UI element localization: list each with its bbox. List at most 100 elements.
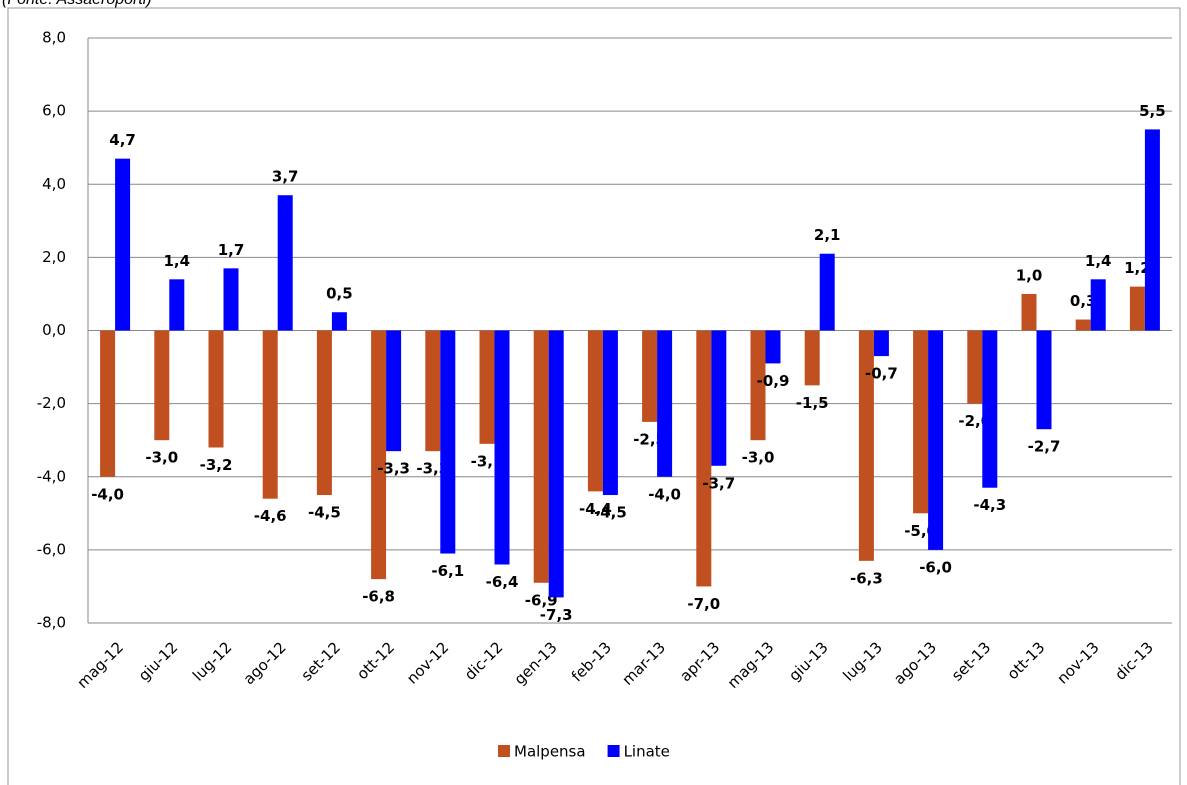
chart-frame [7, 7, 1181, 785]
value-label: 3,7 [272, 168, 299, 186]
bar [169, 279, 185, 331]
x-tick-label: giu-12 [135, 638, 181, 684]
bar [765, 330, 781, 364]
value-label: 0,3 [1070, 292, 1097, 310]
bar [858, 330, 874, 561]
value-label: -6,4 [486, 573, 519, 591]
x-tick-label: set-13 [948, 638, 994, 684]
x-tick-label: gen-13 [511, 638, 561, 688]
y-tick-label: 0,0 [42, 321, 66, 339]
x-tick-label: set-12 [298, 638, 344, 684]
value-label: 2,1 [814, 226, 841, 244]
x-tick-label: mag-13 [724, 638, 778, 692]
value-label: -4,3 [973, 496, 1006, 514]
value-label: 1,0 [1016, 266, 1043, 284]
value-label: -6,3 [850, 569, 883, 587]
value-label: -6,8 [362, 588, 395, 606]
bar [711, 330, 727, 466]
bar [494, 330, 510, 565]
y-tick-label: -4,0 [37, 467, 66, 485]
bar [1129, 286, 1145, 331]
bar [819, 253, 835, 331]
value-label: -0,9 [757, 372, 790, 390]
value-label: 1,2 [1124, 259, 1151, 277]
value-label: -7,3 [540, 606, 573, 624]
x-tick-label: lug-13 [839, 638, 885, 684]
bar [425, 330, 441, 452]
y-tick-label: 6,0 [42, 102, 66, 120]
bar [928, 330, 944, 550]
value-label: -4,0 [648, 485, 681, 503]
value-label: -6,1 [431, 562, 464, 580]
bar [1036, 330, 1052, 430]
x-tick-label: dic-12 [461, 638, 507, 684]
bar [602, 330, 618, 496]
y-tick-label: 2,0 [42, 248, 66, 266]
value-label: -4,6 [254, 507, 287, 525]
x-tick-label: nov-13 [1053, 638, 1102, 687]
x-tick-label: giu-13 [785, 638, 831, 684]
value-label: -3,0 [145, 449, 178, 467]
bar [371, 330, 387, 580]
x-tick-label: mar-13 [619, 638, 670, 689]
y-tick-label: -8,0 [37, 614, 66, 632]
y-tick-label: -6,0 [37, 540, 66, 558]
value-label: -0,7 [865, 365, 898, 383]
value-label: 0,5 [326, 285, 353, 303]
value-label: -6,0 [919, 558, 952, 576]
source-note: (Fonte: Assaeroporti) [2, 0, 152, 8]
value-label: 4,7 [109, 131, 136, 149]
value-label: -3,0 [742, 449, 775, 467]
legend-label: Linate [624, 743, 670, 761]
bar [115, 158, 131, 331]
x-tick-label: mag-12 [73, 638, 127, 692]
bar [262, 330, 278, 499]
value-label: -3,2 [200, 456, 233, 474]
bar [1075, 319, 1091, 331]
bar [533, 330, 549, 583]
x-tick-label: nov-12 [403, 638, 452, 687]
bar [277, 195, 293, 331]
bar [642, 330, 658, 422]
x-tick-label: lug-12 [189, 638, 235, 684]
bar [331, 312, 347, 331]
bar [100, 330, 116, 477]
bar [750, 330, 766, 441]
bar [479, 330, 495, 444]
bar [873, 330, 889, 357]
bar [316, 330, 332, 496]
y-tick-label: 8,0 [42, 29, 66, 47]
x-tick-label: dic-13 [1111, 638, 1157, 684]
legend-swatch [498, 745, 510, 757]
value-label: 5,5 [1139, 102, 1166, 120]
bar [657, 330, 673, 477]
bar [1144, 129, 1160, 331]
value-label: -4,4 [579, 500, 612, 518]
bar [967, 330, 983, 404]
value-label: 1,7 [218, 241, 245, 259]
bar [440, 330, 456, 554]
value-label: -2,7 [1028, 438, 1061, 456]
bar [154, 330, 170, 441]
bar [1021, 293, 1037, 331]
bar [1090, 279, 1106, 331]
value-label: 1,4 [1085, 252, 1112, 270]
bar [386, 330, 402, 452]
x-tick-label: ago-13 [890, 638, 940, 688]
bar [982, 330, 998, 488]
x-tick-label: apr-13 [676, 638, 723, 685]
x-tick-label: ago-12 [240, 638, 290, 688]
x-tick-label: ott-12 [353, 638, 398, 683]
bar [696, 330, 712, 587]
y-tick-label: -2,0 [37, 394, 66, 412]
legend-label: Malpensa [514, 743, 586, 761]
value-label: -4,0 [91, 485, 124, 503]
legend-swatch [607, 745, 620, 757]
value-label: -3,3 [377, 460, 410, 478]
y-tick-label: 4,0 [42, 175, 66, 193]
bar [208, 330, 224, 448]
value-label: 1,4 [164, 252, 191, 270]
bar [804, 330, 820, 386]
bar [587, 330, 603, 492]
